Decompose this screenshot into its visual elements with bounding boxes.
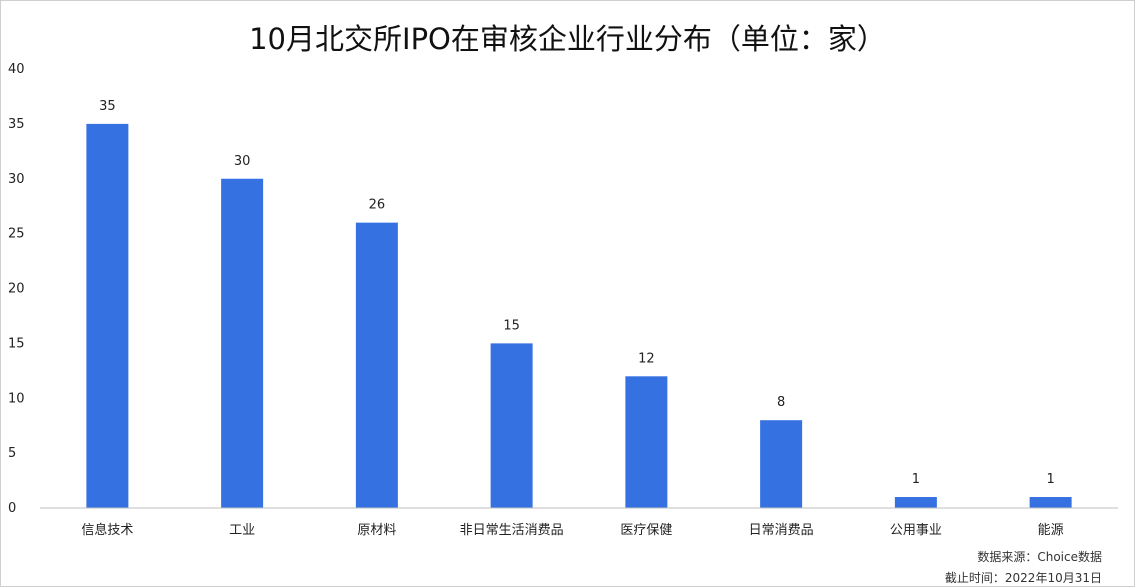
y-tick-label: 35 [8, 117, 25, 132]
bar [1029, 497, 1072, 508]
bar [86, 123, 129, 508]
x-tick-label: 信息技术 [81, 522, 133, 538]
x-tick-label: 原材料 [357, 523, 396, 538]
x-tick-label: 公用事业 [890, 523, 942, 538]
x-axis: 信息技术 工业 原材料 非日常生活消费品 医疗保健 日常消费品 公用事业 能源 [40, 507, 1118, 538]
data-label: 15 [503, 318, 520, 333]
x-tick-label: 能源 [1038, 523, 1064, 538]
bar [490, 343, 533, 508]
y-tick-label: 0 [8, 501, 16, 516]
x-tick-label: 医疗保健 [620, 523, 672, 538]
y-tick-label: 5 [8, 446, 16, 461]
data-label: 1 [1046, 472, 1054, 487]
y-tick-label: 40 [8, 62, 25, 77]
bar [221, 178, 264, 508]
y-tick-label: 30 [8, 172, 25, 187]
chart-title: 10月北交所IPO在审核企业行业分布（单位：家） [249, 22, 886, 56]
data-label: 12 [638, 351, 655, 366]
source-note: 数据来源：Choice数据 [977, 550, 1102, 564]
data-label: 35 [99, 99, 116, 114]
data-label: 30 [234, 154, 251, 169]
y-axis: 0 5 10 15 20 25 30 35 40 [8, 62, 25, 516]
x-tick-label: 非日常生活消费品 [460, 523, 564, 538]
data-label: 8 [777, 395, 785, 410]
data-label: 26 [369, 198, 386, 213]
data-label: 1 [912, 472, 920, 487]
x-tick-label: 工业 [229, 523, 255, 538]
y-tick-label: 25 [8, 227, 25, 242]
bar [625, 376, 668, 508]
bar [355, 222, 398, 508]
y-tick-label: 10 [8, 391, 25, 406]
data-labels: 35 30 26 15 12 8 1 1 [99, 99, 1055, 487]
y-tick-label: 20 [8, 282, 25, 297]
cutoff-note: 截止时间：2022年10月31日 [944, 571, 1102, 585]
y-tick-label: 15 [8, 336, 25, 351]
bars [86, 123, 1072, 508]
bar [894, 497, 937, 508]
x-tick-label: 日常消费品 [749, 523, 814, 538]
bar [760, 420, 803, 508]
